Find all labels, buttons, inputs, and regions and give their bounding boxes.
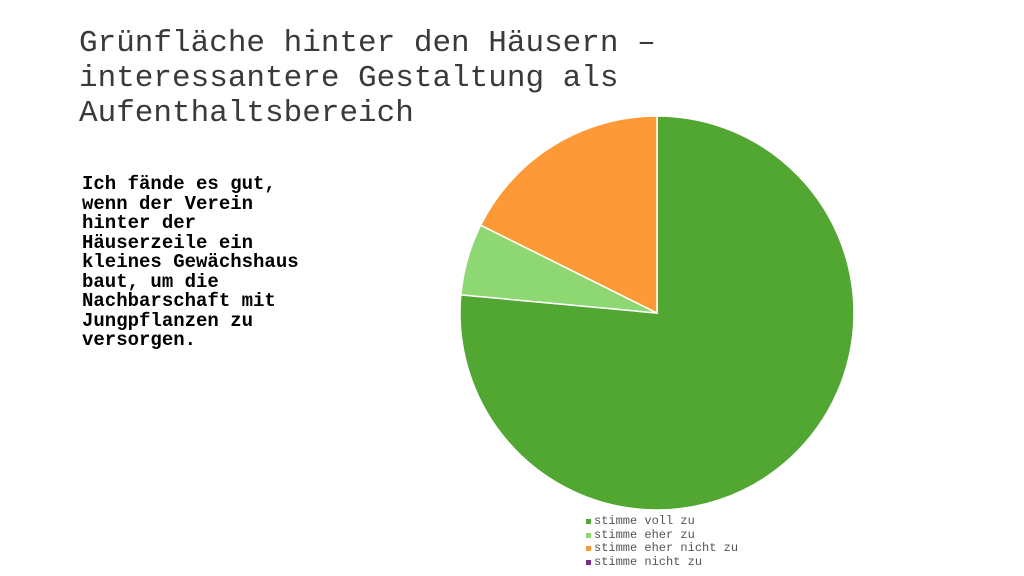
slide-title: Grünfläche hinter den Häusern – interess… [79,26,656,131]
legend-item: stimme eher nicht zu [586,541,739,556]
legend-label: stimme eher nicht zu [594,541,739,555]
legend-swatch [586,519,591,525]
legend-swatch [586,559,591,565]
legend-swatch [586,546,591,552]
legend-item: stimme voll zu [586,514,738,529]
legend-label: stimme nicht zu [594,554,703,569]
chart-legend: stimme voll zu stimme eher zu stimme eher … [586,514,739,570]
pie-slice-2 [479,115,658,315]
legend-label: stimme voll zu [594,514,695,528]
legend-item: stimme nicht zu [586,554,738,570]
legend-swatch [586,532,591,538]
statement-text: Ich fände es gut, wenn der Verein hinter… [82,173,299,351]
legend-label: stimme eher zu [594,527,695,542]
legend-item: stimme eher zu [586,527,738,543]
